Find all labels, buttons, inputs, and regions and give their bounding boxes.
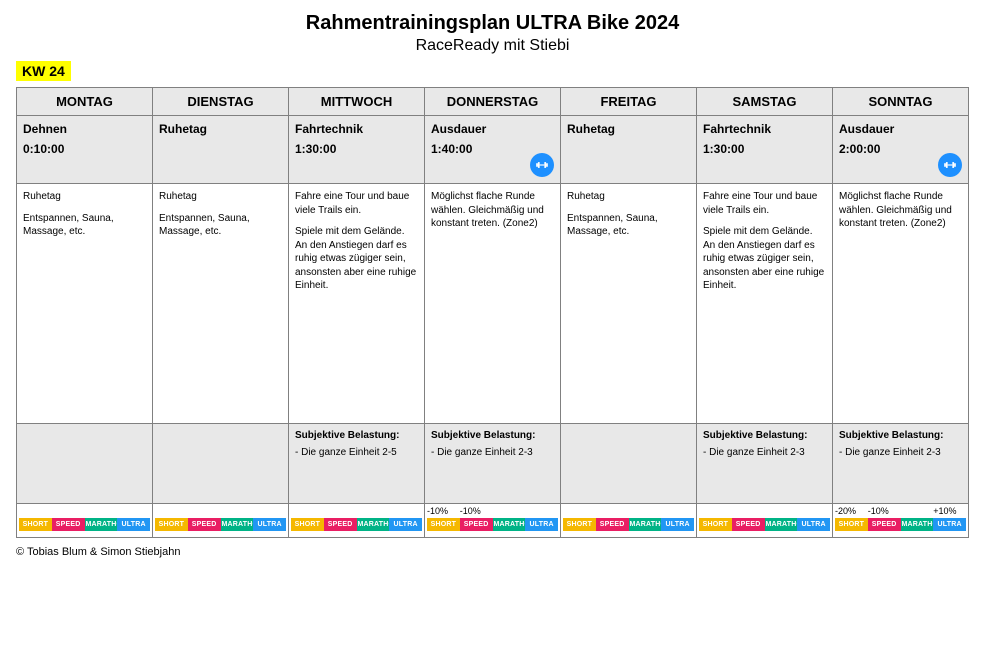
category-tag: SPEED [596,518,629,531]
category-tag: ULTRA [797,518,830,531]
category-tag: MARATHON [629,518,662,531]
category-tag: SPEED [52,518,85,531]
day-summary: Ausdauer2:00:00 [833,116,969,184]
load-title: Subjektive Belastung: [703,430,826,441]
copyright: © Tobias Blum & Simon Stiebjahn [16,546,969,558]
category-tag: SHORT [19,518,52,531]
week-label: KW 24 [16,61,71,81]
day-load: Subjektive Belastung: - Die ganze Einheit… [697,424,833,504]
day-description: Fahre eine Tour und baue viele Trails ei… [289,184,425,424]
day-header: SAMSTAG [697,88,833,116]
day-summary: Dehnen 0:10:00 [17,116,153,184]
activity-name: Ruhetag [567,122,690,136]
pct-row: -10%-10% [427,506,558,516]
dumbbell-icon [938,153,962,177]
day-load [153,424,289,504]
pct-row [699,506,830,516]
category-tag: SPEED [188,518,221,531]
page-title: Rahmentrainingsplan ULTRA Bike 2024 [16,12,969,35]
load-text: - Die ganze Einheit 2-5 [295,447,418,458]
day-description: Möglichst flache Runde wählen. Gleichmäß… [425,184,561,424]
category-tag: ULTRA [389,518,422,531]
day-description: RuhetagEntspannen, Sauna, Massage, etc. [17,184,153,424]
category-tag: ULTRA [933,518,966,531]
day-description: RuhetagEntspannen, Sauna, Massage, etc. [153,184,289,424]
category-tag: SPEED [460,518,493,531]
dumbbell-icon [530,153,554,177]
category-tag: SHORT [291,518,324,531]
day-header: FREITAG [561,88,697,116]
day-summary: Ausdauer1:40:00 [425,116,561,184]
activity-name: Ausdauer [431,122,554,136]
day-tags: -20%-10%+10% SHORTSPEEDMARATHONULTRA [833,504,969,538]
day-tags: SHORTSPEEDMARATHONULTRA [289,504,425,538]
activity-duration: 0:10:00 [23,142,146,156]
category-tag: ULTRA [117,518,150,531]
pct-row: -20%-10%+10% [835,506,966,516]
category-tag: SPEED [732,518,765,531]
activity-name: Fahrtechnik [295,122,418,136]
category-tag: SHORT [563,518,596,531]
day-load: Subjektive Belastung: - Die ganze Einheit… [289,424,425,504]
day-tags: SHORTSPEEDMARATHONULTRA [697,504,833,538]
load-text: - Die ganze Einheit 2-3 [431,447,554,458]
load-title: Subjektive Belastung: [295,430,418,441]
category-tag: ULTRA [525,518,558,531]
pct-row [155,506,286,516]
activity-duration: 1:30:00 [295,142,418,156]
category-tag: MARATHON [357,518,390,531]
day-tags: SHORTSPEEDMARATHONULTRA [561,504,697,538]
day-load: Subjektive Belastung: - Die ganze Einheit… [425,424,561,504]
day-load [17,424,153,504]
activity-name: Ausdauer [839,122,962,136]
category-tag: SHORT [155,518,188,531]
category-tag: SHORT [835,518,868,531]
category-tag: MARATHON [493,518,526,531]
activity-name: Dehnen [23,122,146,136]
load-text: - Die ganze Einheit 2-3 [703,447,826,458]
day-header: MITTWOCH [289,88,425,116]
category-tag: SPEED [324,518,357,531]
day-load: Subjektive Belastung: - Die ganze Einheit… [833,424,969,504]
category-tag: MARATHON [765,518,798,531]
pct-row [19,506,150,516]
category-tag: ULTRA [661,518,694,531]
day-tags: -10%-10% SHORTSPEEDMARATHONULTRA [425,504,561,538]
day-summary: Ruhetag [561,116,697,184]
category-tag: SHORT [427,518,460,531]
load-title: Subjektive Belastung: [839,430,962,441]
training-plan-table: MONTAGDIENSTAGMITTWOCHDONNERSTAGFREITAGS… [16,87,969,538]
day-header: DIENSTAG [153,88,289,116]
day-tags: SHORTSPEEDMARATHONULTRA [153,504,289,538]
day-tags: SHORTSPEEDMARATHONULTRA [17,504,153,538]
day-description: Möglichst flache Runde wählen. Gleichmäß… [833,184,969,424]
category-tag: MARATHON [85,518,118,531]
day-description: Fahre eine Tour und baue viele Trails ei… [697,184,833,424]
pct-row [291,506,422,516]
category-tag: ULTRA [253,518,286,531]
page-subtitle: RaceReady mit Stiebi [16,37,969,55]
day-description: RuhetagEntspannen, Sauna, Massage, etc. [561,184,697,424]
activity-name: Ruhetag [159,122,282,136]
category-tag: SPEED [868,518,901,531]
category-tag: SHORT [699,518,732,531]
day-header: DONNERSTAG [425,88,561,116]
load-text: - Die ganze Einheit 2-3 [839,447,962,458]
activity-duration: 1:30:00 [703,142,826,156]
category-tag: MARATHON [221,518,254,531]
pct-row [563,506,694,516]
activity-name: Fahrtechnik [703,122,826,136]
day-load [561,424,697,504]
day-summary: Ruhetag [153,116,289,184]
day-header: SONNTAG [833,88,969,116]
category-tag: MARATHON [901,518,934,531]
load-title: Subjektive Belastung: [431,430,554,441]
day-header: MONTAG [17,88,153,116]
day-summary: Fahrtechnik 1:30:00 [289,116,425,184]
day-summary: Fahrtechnik 1:30:00 [697,116,833,184]
